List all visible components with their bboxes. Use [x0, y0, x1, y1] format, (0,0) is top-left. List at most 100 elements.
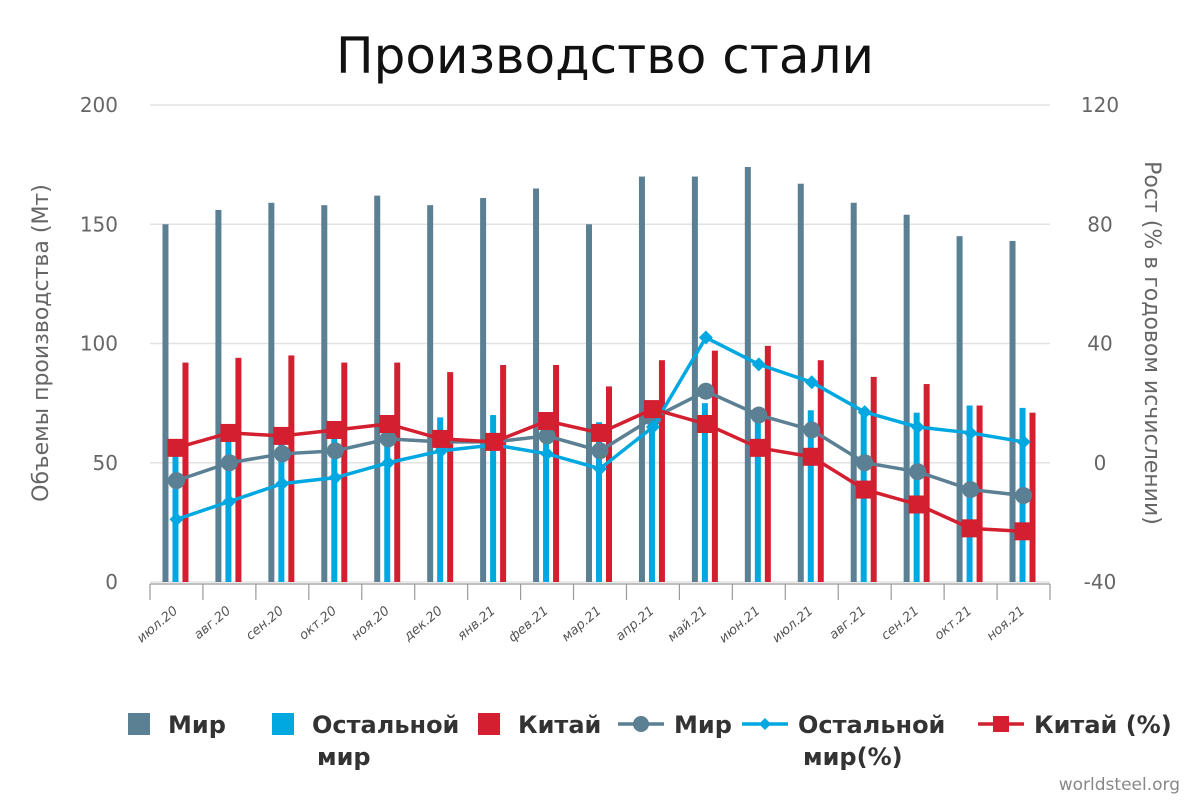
point-world: [750, 406, 768, 424]
x-tick-label: июл.20: [134, 604, 181, 647]
right-tick-label: 0: [1094, 451, 1107, 475]
point-rest-of-world: [275, 476, 290, 491]
bar-china: [182, 362, 189, 582]
x-axis: июл.20 авг.20 сен.20 окт.20 ноя.20 дек.20 янв.…: [134, 583, 1051, 647]
bar-world: [533, 188, 540, 582]
left-tick-label: 150: [80, 212, 118, 236]
legend-swatch: [128, 713, 150, 735]
x-tick-label: июл.21: [770, 604, 817, 647]
x-tick-label: фев.21: [506, 604, 552, 646]
right-tick-label: 40: [1087, 332, 1112, 356]
point-rest-of-world: [222, 494, 237, 509]
bar-world: [744, 167, 751, 582]
point-china: [643, 400, 662, 419]
bar-world: [374, 195, 381, 582]
bar-china: [394, 362, 401, 582]
bar-china: [606, 386, 612, 582]
point-world: [326, 442, 344, 460]
bar-china: [341, 362, 348, 582]
point-rest-of-world: [857, 405, 872, 420]
legend-marker: [993, 716, 1009, 732]
bar-china: [235, 357, 242, 582]
x-tick-label: сен.20: [243, 604, 287, 644]
point-china: [591, 423, 609, 442]
point-china: [326, 420, 345, 439]
point-china: [855, 480, 874, 499]
point-world: [962, 481, 980, 499]
bar-rest-of-world: [172, 443, 179, 582]
point-china: [538, 412, 557, 431]
legend-marker: [633, 716, 649, 732]
bar-china: [976, 405, 983, 582]
legend: Мир Остальной мир Китай Мир Остальной мир(%) Ки…: [128, 711, 1172, 771]
x-tick-label: сен.21: [879, 604, 923, 644]
point-rest-of-world: [593, 461, 607, 476]
bar-world: [691, 176, 698, 583]
point-china: [1014, 522, 1033, 541]
point-rest-of-world: [381, 455, 396, 470]
legend-label: Мир: [168, 711, 226, 739]
bar-china: [500, 364, 507, 582]
point-world: [220, 454, 238, 472]
source-credit: worldsteel.org: [1059, 775, 1180, 795]
bar-rest-of-world: [490, 415, 497, 582]
point-china: [167, 438, 186, 457]
chart-title: Производство стали: [336, 27, 874, 85]
bar-china: [553, 364, 560, 582]
bar-rest-of-world: [596, 422, 602, 582]
point-rest-of-world: [169, 512, 184, 527]
bar-rest-of-world: [543, 424, 550, 582]
legend-marker: [759, 718, 771, 730]
bar-rest-of-world: [331, 424, 338, 582]
point-rest-of-world: [328, 470, 343, 485]
bar-world: [850, 202, 857, 582]
point-china: [220, 423, 239, 442]
bar-world: [586, 224, 592, 582]
legend-label: Китай: [518, 711, 601, 739]
point-rest-of-world: [910, 419, 925, 434]
x-tick-label: авг.21: [827, 604, 870, 643]
bar-china: [658, 360, 665, 582]
x-tick-label: окт.21: [932, 604, 975, 644]
left-tick-label: 100: [80, 332, 118, 356]
point-china: [273, 426, 292, 445]
right-axis-ticks: -40 0 40 80 120: [1081, 93, 1119, 594]
bar-world: [1009, 240, 1016, 582]
legend-label-line2: мир(%): [803, 743, 903, 771]
bar-world: [162, 224, 169, 582]
left-tick-label: 0: [105, 570, 118, 594]
legend-label-line2: мир: [317, 743, 371, 771]
bar-china: [923, 384, 930, 582]
point-rest-of-world: [698, 330, 713, 345]
bar-china: [447, 372, 454, 582]
bar-world: [480, 198, 487, 582]
legend-label: Мир: [674, 711, 732, 739]
right-tick-label: 120: [1081, 93, 1119, 117]
bar-rest-of-world: [701, 403, 708, 582]
legend-swatch: [478, 713, 500, 735]
x-tick-label: ноя.21: [984, 604, 1028, 644]
point-world: [803, 421, 821, 439]
point-china: [696, 414, 715, 433]
point-world: [697, 382, 715, 400]
right-tick-label: -40: [1084, 570, 1117, 594]
bar-china: [817, 360, 824, 582]
bar-world: [956, 236, 963, 583]
point-world: [1015, 487, 1033, 505]
point-china: [379, 414, 398, 433]
bar-world: [638, 176, 645, 583]
point-rest-of-world: [963, 425, 978, 440]
bar-china: [764, 345, 771, 582]
bar-world: [321, 205, 328, 583]
left-tick-label: 50: [93, 451, 118, 475]
point-world: [591, 442, 609, 460]
x-tick-label: мар.21: [559, 604, 604, 646]
bar-rest-of-world: [278, 429, 285, 582]
bar-marks: [162, 167, 1036, 583]
point-china: [485, 432, 504, 451]
point-world: [856, 454, 874, 472]
point-rest-of-world: [645, 419, 660, 434]
right-axis-label: Рост (% в годовом исчислении): [1139, 161, 1164, 525]
point-rest-of-world: [540, 446, 555, 461]
bar-rest-of-world: [384, 417, 391, 582]
